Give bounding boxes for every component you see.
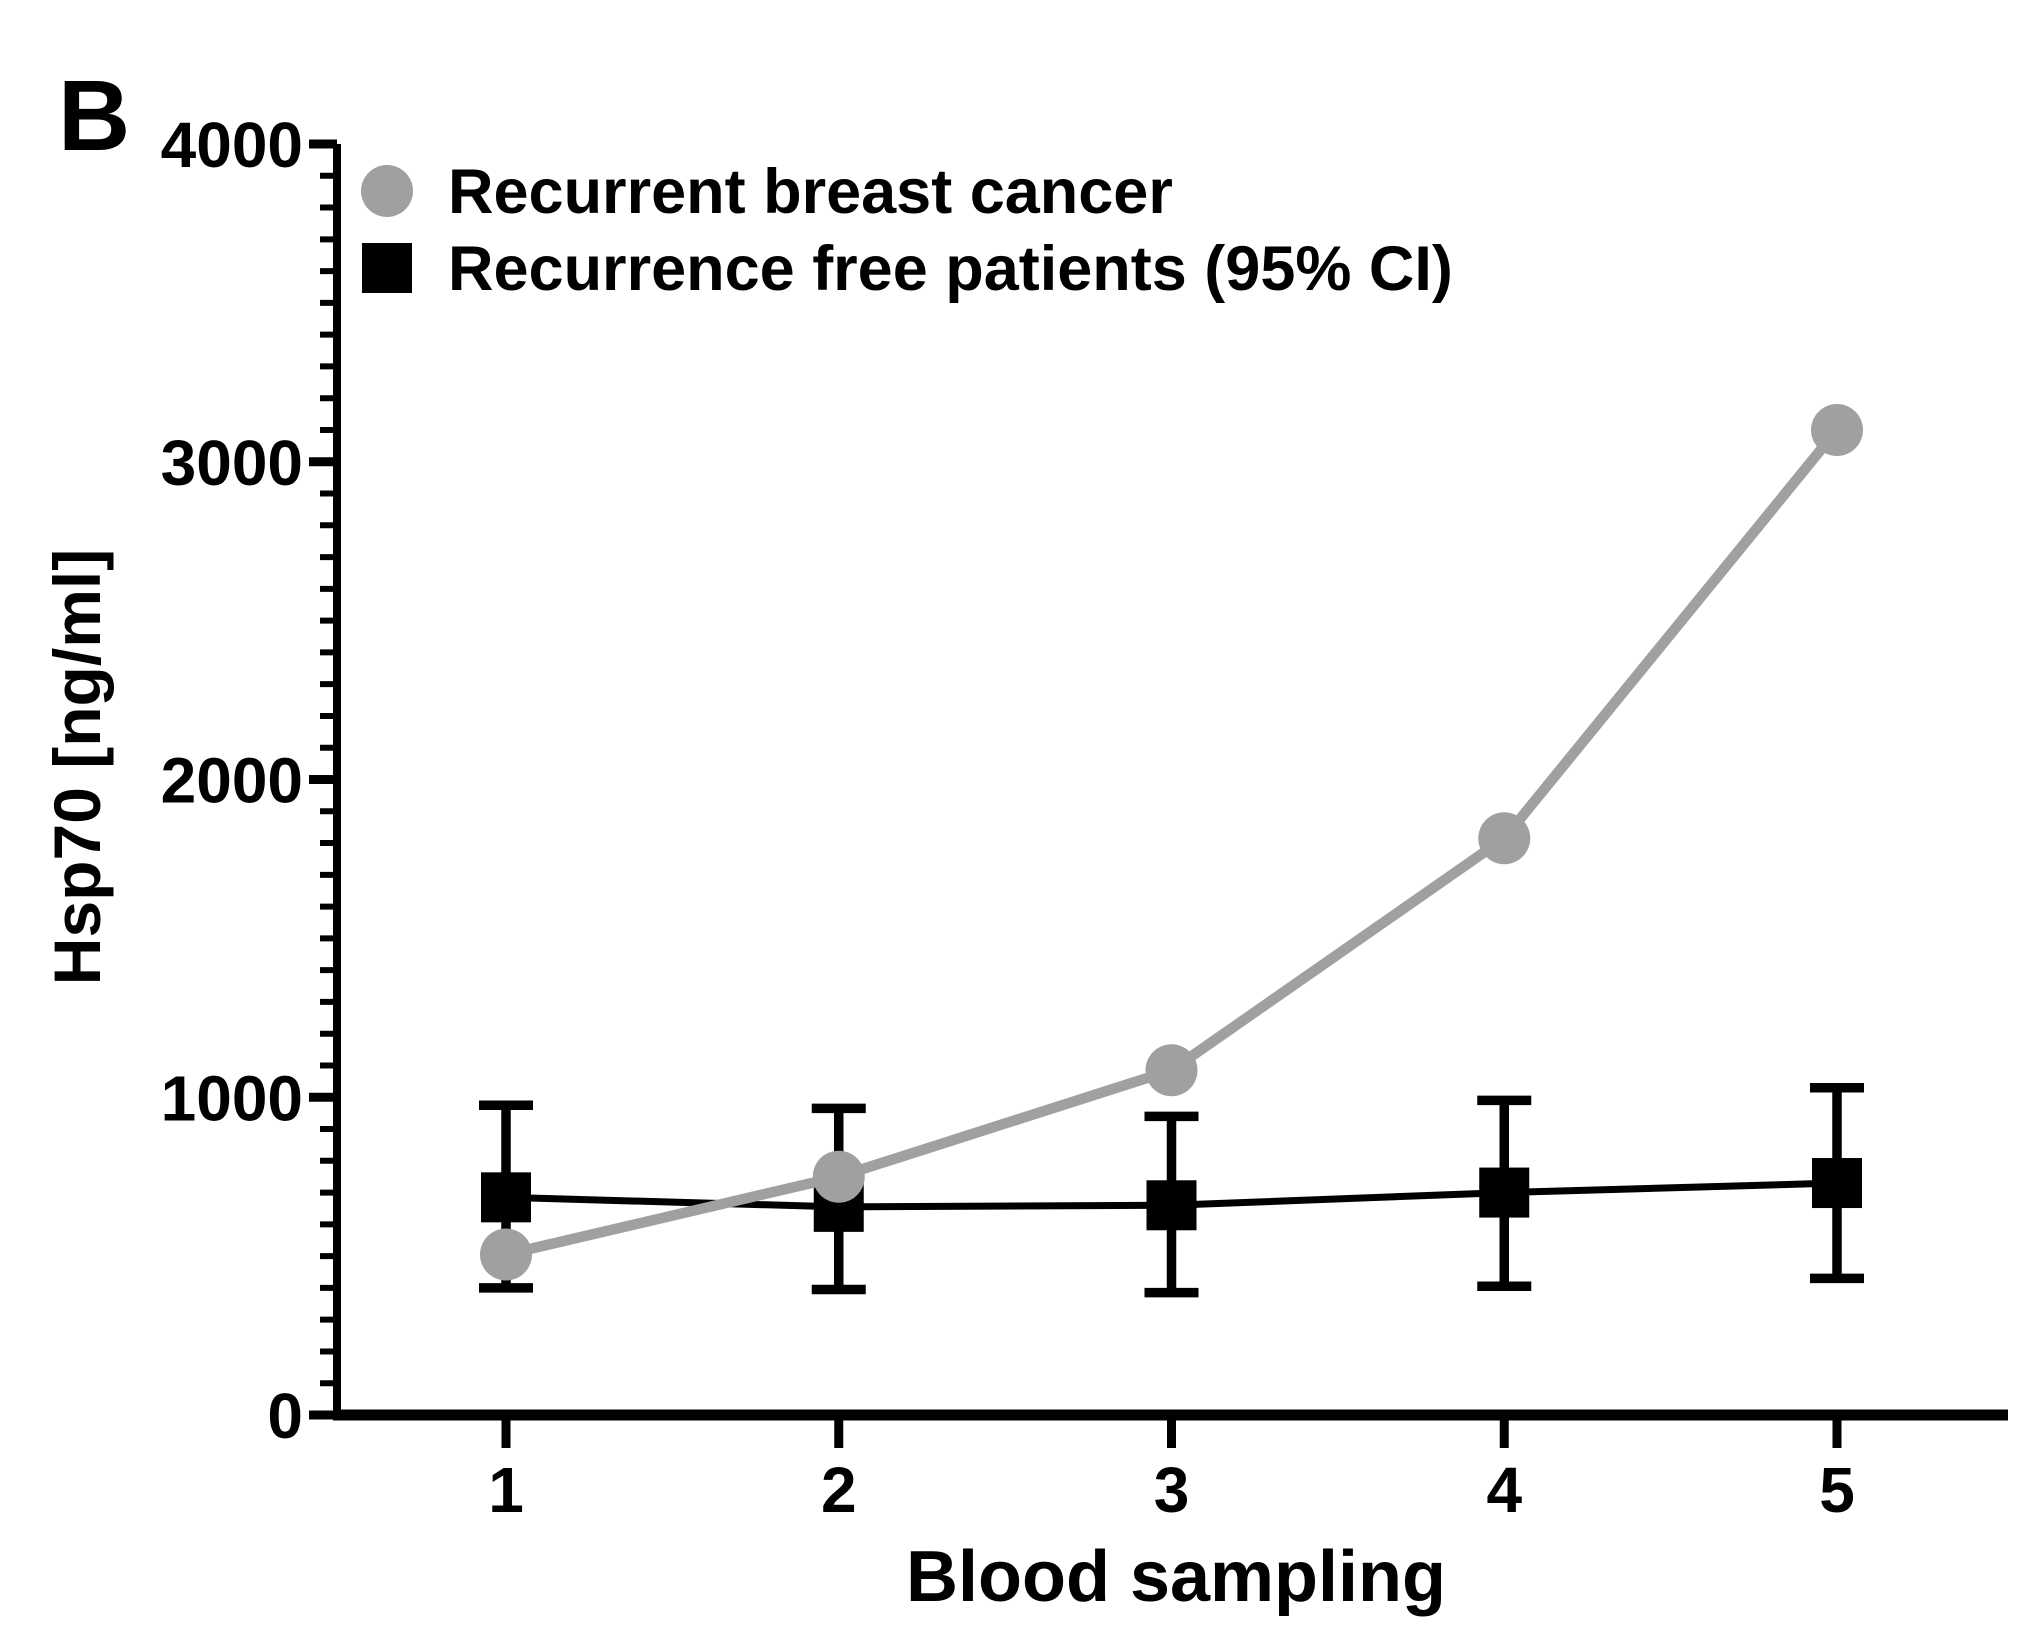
legend-label-recurrence-free: Recurrence free patients (95% CI) bbox=[448, 234, 1453, 304]
y-tick-label: 2000 bbox=[161, 745, 303, 817]
legend-marker-recurrence-free-square-icon bbox=[362, 243, 412, 293]
y-tick-label: 4000 bbox=[161, 109, 303, 181]
data-point-square bbox=[1479, 1167, 1530, 1218]
y-tick-label: 0 bbox=[267, 1380, 303, 1452]
x-tick-label: 3 bbox=[1154, 1454, 1190, 1526]
panel-label: B bbox=[58, 60, 130, 172]
data-point-square bbox=[481, 1172, 531, 1223]
x-tick-label: 2 bbox=[821, 1454, 857, 1526]
y-tick-label: 1000 bbox=[161, 1062, 303, 1134]
y-axis-title: Hsp70 [ng/ml] bbox=[40, 549, 114, 985]
data-point-circle bbox=[1145, 1044, 1198, 1097]
legend-label-recurrent: Recurrent breast cancer bbox=[448, 157, 1173, 227]
data-point-square bbox=[1146, 1180, 1197, 1231]
data-point-square bbox=[1812, 1158, 1862, 1209]
data-series bbox=[479, 403, 1864, 1298]
data-point-circle bbox=[1811, 403, 1863, 456]
x-axis-ticks: 1 2 3 4 5 bbox=[488, 1415, 1855, 1526]
legend: Recurrent breast cancer Recurrence free … bbox=[361, 157, 1453, 304]
legend-marker-recurrent-circle-icon bbox=[361, 165, 413, 217]
x-tick-label: 1 bbox=[488, 1454, 524, 1526]
x-tick-label: 5 bbox=[1819, 1454, 1855, 1526]
y-axis-ticks: 0 1000 2000 3000 4000 bbox=[161, 109, 337, 1452]
data-point-circle bbox=[480, 1228, 532, 1281]
x-axis-title: Blood sampling bbox=[906, 1537, 1446, 1617]
data-point-circle bbox=[812, 1150, 865, 1203]
data-point-circle bbox=[1478, 812, 1531, 865]
y-tick-label: 3000 bbox=[161, 427, 303, 499]
x-tick-label: 4 bbox=[1486, 1454, 1522, 1526]
